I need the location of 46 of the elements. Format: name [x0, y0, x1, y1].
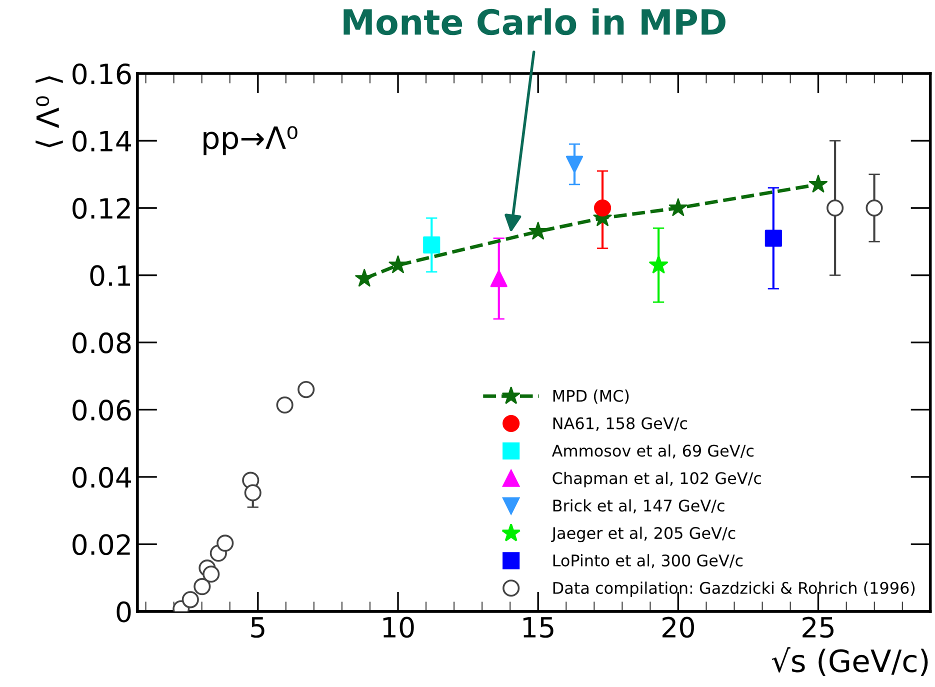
x-tick-label: 25 [802, 616, 834, 638]
point [244, 484, 262, 502]
y-tick-label: 0.1 [90, 265, 130, 286]
x-tick-label: 10 [383, 616, 414, 638]
point [668, 198, 688, 216]
point [490, 270, 508, 288]
point [194, 578, 211, 596]
y-tick-label: 0.16 [72, 63, 131, 84]
chart-title: Monte Carlo in MPD [344, 8, 726, 36]
y-tick-label: 0.02 [72, 534, 130, 556]
legend-label: Chapman et al, 102 GeV/c [552, 472, 761, 488]
point [423, 236, 440, 254]
y-axis-title: ⟨ Λ⁰ ⟩ [36, 76, 63, 148]
point [276, 396, 294, 414]
point [866, 199, 883, 217]
point [594, 199, 612, 217]
legend-label: Jaeger et al, 205 GeV/c [550, 526, 736, 542]
point [202, 566, 220, 583]
x-tick-label: 15 [523, 617, 554, 638]
legend-label: Data compilation: Gazdzicki & Rohrich (1996) [553, 582, 915, 598]
point [216, 534, 234, 552]
annotation: pp→Λ⁰ [204, 126, 298, 156]
point [808, 174, 828, 192]
legend-label: NA61, 158 GeV/c [553, 417, 688, 431]
point [355, 268, 374, 287]
y-tick-label: 0.06 [72, 400, 131, 421]
x-tick-label: 5 [251, 617, 264, 638]
point [764, 230, 782, 247]
y-tick-label: 0.04 [72, 466, 132, 488]
point [182, 591, 199, 608]
point [649, 255, 668, 274]
x-tick-label: 20 [662, 616, 694, 638]
legend-label: LoPinto et al, 300 GeV/c [553, 554, 743, 568]
legend-label: MPD (MC) [553, 390, 629, 404]
point [298, 380, 315, 398]
point [528, 222, 548, 240]
point [826, 199, 844, 217]
point [388, 255, 408, 274]
y-tick-label: 0.08 [72, 332, 131, 354]
legend-label: Ammosov et al, 69 GeV/c [552, 444, 754, 458]
legend-label: Brick et al, 147 GeV/c [553, 499, 724, 514]
x-axis-title: √s (GeV/c) [772, 647, 928, 676]
y-tick-label: 0.12 [72, 198, 130, 219]
y-tick-label: 0 [116, 601, 131, 622]
y-tick-label: 0.14 [72, 130, 132, 152]
point [566, 156, 584, 173]
